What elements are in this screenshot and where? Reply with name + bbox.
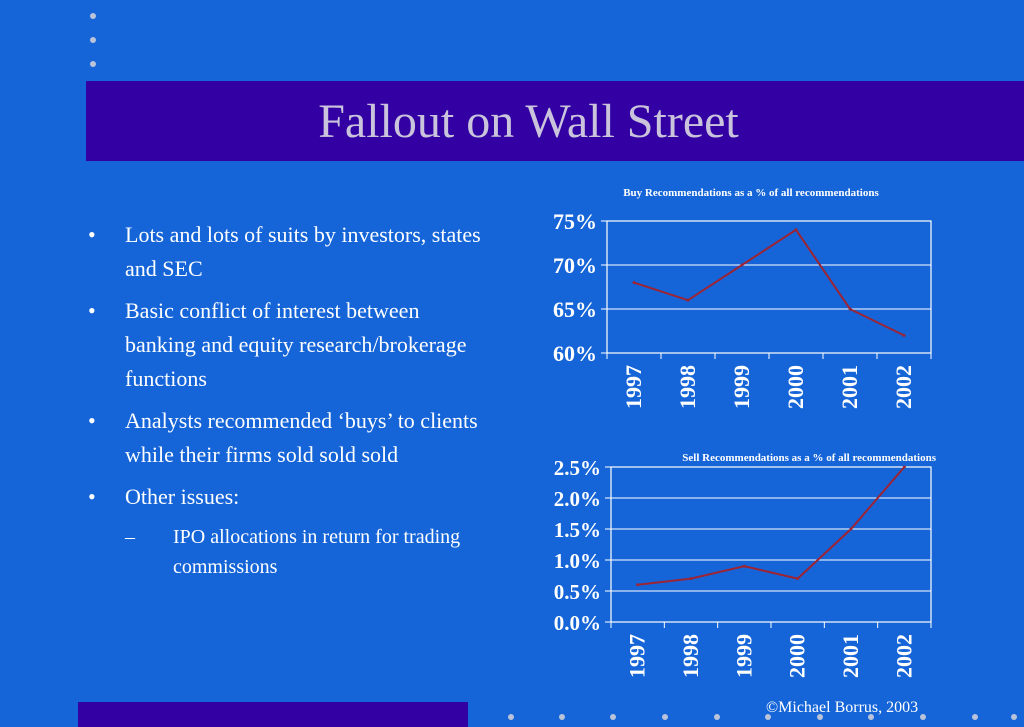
x-tick-label: 1999 — [731, 634, 756, 678]
decorative-dot — [972, 714, 978, 720]
data-point — [796, 577, 800, 581]
x-tick-label: 2000 — [783, 365, 808, 409]
y-tick-label: 2.0% — [554, 487, 601, 511]
slide-title: Fallout on Wall Street — [318, 94, 739, 148]
plot-area — [610, 466, 932, 623]
data-point — [632, 281, 636, 285]
data-point — [849, 527, 853, 531]
decorative-dot — [817, 714, 823, 720]
x-tick-label: 2000 — [785, 634, 810, 678]
decorative-dot — [610, 714, 616, 720]
copyright-footer: ©Michael Borrus, 2003 — [766, 699, 919, 716]
decorative-dot — [1011, 714, 1017, 720]
decorative-dot — [90, 13, 96, 19]
title-band — [86, 81, 1024, 161]
y-tick-label: 2.5% — [554, 456, 601, 480]
data-point — [794, 228, 798, 232]
decorative-dot — [868, 714, 874, 720]
bullet-item: Other issues: — [88, 480, 488, 514]
x-tick-label: 1998 — [675, 365, 700, 409]
bullet-item: Lots and lots of suits by investors, sta… — [88, 218, 488, 286]
bottom-band — [78, 702, 468, 727]
x-tick-label: 2002 — [891, 365, 916, 409]
data-point — [689, 577, 693, 581]
decorative-dot — [714, 714, 720, 720]
series-line — [633, 228, 905, 337]
data-point — [740, 263, 744, 267]
data-point — [902, 465, 906, 469]
decorative-dot — [90, 37, 96, 43]
x-tick-label: 1999 — [729, 365, 754, 409]
y-tick-label: 0.5% — [554, 580, 601, 604]
decorative-dot — [765, 714, 771, 720]
x-tick-label: 1997 — [625, 634, 650, 678]
x-tick-label: 1997 — [621, 365, 646, 409]
decorative-dot — [508, 714, 514, 720]
chart-title: Buy Recommendations as a % of all recomm… — [623, 187, 879, 199]
series-line — [637, 466, 906, 586]
data-point — [636, 583, 640, 587]
data-point — [686, 298, 690, 302]
y-tick-label: 65% — [553, 297, 597, 322]
data-point — [848, 307, 852, 311]
decorative-dot — [920, 714, 926, 720]
x-tick-label: 1998 — [678, 634, 703, 678]
x-tick-label: 2002 — [891, 634, 916, 678]
bullet-item: Analysts recommended ‘buys’ to clients w… — [88, 404, 488, 472]
decorative-dot — [662, 714, 668, 720]
decorative-dot — [90, 61, 96, 67]
y-tick-label: 75% — [553, 209, 597, 234]
x-tick-label: 2001 — [837, 365, 862, 409]
decorative-dot — [559, 714, 565, 720]
chart-title: Sell Recommendations as a % of all recom… — [682, 452, 936, 464]
bullet-list: Lots and lots of suits by investors, sta… — [88, 218, 488, 582]
y-tick-label: 1.5% — [554, 518, 601, 542]
x-tick-label: 2001 — [838, 634, 863, 678]
y-tick-label: 70% — [553, 253, 597, 278]
bullet-item: Basic conflict of interest between banki… — [88, 294, 488, 396]
sub-bullet-item: IPO allocations in return for trading co… — [125, 522, 488, 582]
y-tick-label: 1.0% — [554, 549, 601, 573]
y-tick-label: 60% — [553, 341, 597, 366]
y-tick-label: 0.0% — [554, 611, 601, 635]
data-point — [742, 564, 746, 568]
data-point — [902, 333, 906, 337]
